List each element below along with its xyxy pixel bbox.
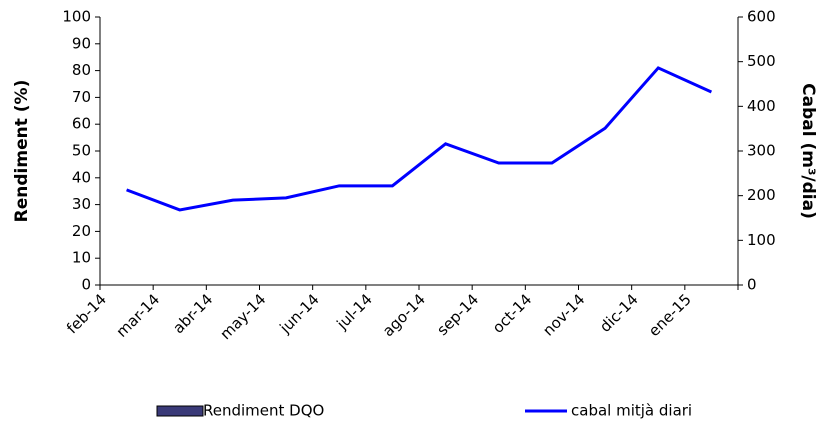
- y-tick-label: 90: [72, 34, 91, 52]
- legend-label: cabal mitjà diari: [571, 402, 692, 420]
- y2-tick-label: 600: [747, 8, 776, 26]
- x-tick-label: ago-14: [379, 290, 429, 340]
- x-tick-label: feb-14: [63, 290, 110, 337]
- x-tick-label: dic-14: [596, 290, 642, 336]
- y-tick-label: 10: [72, 249, 91, 267]
- y-tick-label: 40: [72, 168, 91, 186]
- y-axis-label: Rendiment (%): [12, 80, 32, 223]
- y-tick-label: 100: [62, 8, 91, 26]
- y2-tick-label: 0: [747, 276, 757, 294]
- x-tick-label: jul-14: [332, 290, 375, 333]
- x-tick-label: mar-14: [113, 290, 164, 341]
- y-tick-label: 70: [72, 88, 91, 106]
- y-tick-label: 60: [72, 115, 91, 133]
- y2-tick-label: 200: [747, 186, 776, 204]
- x-tick-label: nov-14: [539, 290, 588, 339]
- y2-axis-label: Cabal (m³/dia): [798, 83, 818, 219]
- y2-tick-label: 100: [747, 231, 776, 249]
- y-tick-label: 50: [72, 142, 91, 160]
- y2-tick-label: 300: [747, 142, 776, 160]
- legend-label: Rendiment DQO: [203, 402, 324, 420]
- x-tick-label: sep-14: [433, 290, 482, 339]
- y-tick-label: 0: [81, 276, 91, 294]
- legend-swatch: [156, 405, 204, 417]
- y-tick-label: 30: [72, 195, 91, 213]
- y2-tick-label: 500: [747, 52, 776, 70]
- x-tick-label: abr-14: [169, 290, 216, 337]
- x-tick-label: ene-15: [645, 290, 695, 340]
- line: [126, 66, 713, 212]
- x-tick-label: jun-14: [276, 290, 323, 337]
- x-tick-label: may-14: [217, 290, 270, 343]
- x-tick-label: oct-14: [489, 290, 536, 337]
- y-tick-label: 20: [72, 222, 91, 240]
- y-tick-label: 80: [72, 61, 91, 79]
- y2-tick-label: 400: [747, 97, 776, 115]
